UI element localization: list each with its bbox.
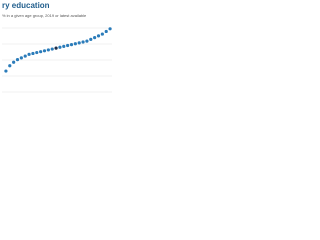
dot xyxy=(73,42,77,46)
dot xyxy=(58,45,62,49)
chart-subtitle: % in a given age group, 2019 or latest a… xyxy=(2,13,87,18)
chart: ry education % in a given age group, 201… xyxy=(2,1,112,93)
dot xyxy=(104,29,108,34)
dot xyxy=(12,60,16,64)
dot xyxy=(27,52,31,56)
dot xyxy=(54,46,58,50)
dot xyxy=(96,34,101,38)
dot xyxy=(4,69,8,73)
dot xyxy=(81,40,85,44)
dot xyxy=(89,37,93,41)
dot xyxy=(15,58,20,62)
dot xyxy=(85,39,89,43)
dot xyxy=(23,54,27,58)
dot xyxy=(46,48,50,52)
dot xyxy=(66,43,70,48)
dot xyxy=(69,43,74,47)
dot xyxy=(77,41,81,45)
dot xyxy=(35,50,39,55)
dot xyxy=(93,36,97,40)
chart-title: ry education xyxy=(2,1,50,10)
dot xyxy=(50,47,54,51)
dot xyxy=(39,50,43,54)
grid xyxy=(2,27,112,93)
dot xyxy=(108,27,112,31)
dot xyxy=(62,44,66,49)
dot xyxy=(31,51,35,56)
dot xyxy=(19,56,23,60)
dot xyxy=(100,32,104,36)
dot xyxy=(8,64,12,68)
dot xyxy=(42,49,47,53)
